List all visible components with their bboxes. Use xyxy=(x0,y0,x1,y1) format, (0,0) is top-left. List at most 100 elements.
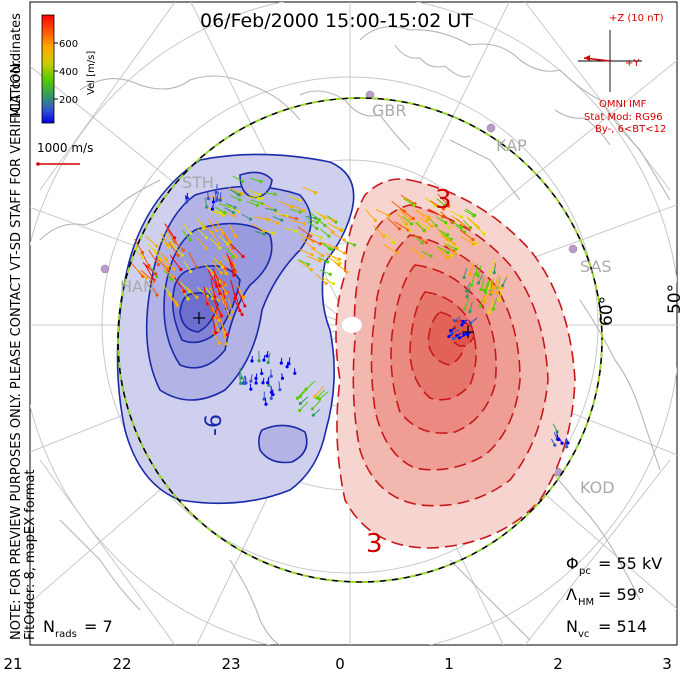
velocity-vector-origin xyxy=(202,226,206,230)
velocity-vector-origin xyxy=(250,359,254,363)
velocity-vector-origin xyxy=(386,214,390,218)
velocity-vector-origin xyxy=(186,297,190,301)
velocity-vector xyxy=(471,273,475,286)
velocity-vector-origin xyxy=(319,236,323,240)
velocity-vector-origin xyxy=(219,271,223,275)
velocity-vector xyxy=(171,238,184,251)
mlt-tick-label: 2 xyxy=(553,655,563,673)
velocity-vector-origin xyxy=(231,255,235,259)
velocity-vector xyxy=(185,286,198,298)
velocity-vector-origin xyxy=(261,381,265,385)
velocity-vector-origin xyxy=(482,297,486,301)
radar-label-kod: KOD xyxy=(580,478,615,497)
velocity-vector-origin xyxy=(320,254,325,258)
latitude-label-50: 50° xyxy=(665,284,680,314)
velocity-vector xyxy=(226,203,236,209)
velocity-vector-origin xyxy=(408,217,412,221)
colorbar-tick-400: 400 xyxy=(59,67,78,78)
velocity-vector-origin xyxy=(188,238,192,242)
velocity-vector xyxy=(499,286,503,300)
velocity-vector-origin xyxy=(298,401,303,406)
velocity-vector xyxy=(156,249,168,260)
velocity-vector-origin xyxy=(228,240,232,244)
svg-text:Φ: Φ xyxy=(566,554,579,573)
velocity-vector xyxy=(247,189,260,195)
velocity-vector xyxy=(133,247,143,258)
velocity-vector-origin xyxy=(218,198,222,202)
velocity-vector-origin xyxy=(221,213,225,217)
velocity-vector xyxy=(196,217,205,229)
velocity-vector xyxy=(210,278,216,297)
colorbar-title: Vel [m/s] xyxy=(86,51,97,95)
velocity-vector xyxy=(224,207,234,213)
velocity-vector-origin xyxy=(422,228,426,232)
velocity-vector xyxy=(474,225,485,235)
velocity-vector-origin xyxy=(452,242,456,246)
velocity-vector-origin xyxy=(243,304,247,308)
velocity-vector-origin xyxy=(262,358,266,362)
velocity-vector-origin xyxy=(303,222,307,226)
velocity-vector xyxy=(207,207,221,214)
velocity-vector xyxy=(414,235,423,244)
velocity-vector-origin xyxy=(462,275,466,280)
velocity-vector xyxy=(230,279,236,299)
reference-vector-dot xyxy=(36,162,40,166)
velocity-vector-origin xyxy=(233,270,238,274)
velocity-vector-origin xyxy=(182,289,186,294)
velocity-vector-origin xyxy=(424,241,429,245)
velocity-vector-origin xyxy=(471,242,476,246)
velocity-vector-origin xyxy=(409,229,413,233)
velocity-vector xyxy=(417,220,429,229)
velocity-vector-origin xyxy=(331,218,335,222)
stat-n-rads: N rads = 7 xyxy=(43,617,113,640)
velocity-vector-origin xyxy=(311,413,315,417)
velocity-vector-origin xyxy=(238,381,243,386)
velocity-vector-origin xyxy=(219,314,224,318)
velocity-vector xyxy=(298,248,313,256)
velocity-vector xyxy=(429,200,444,210)
velocity-vector-origin xyxy=(266,360,270,365)
velocity-vector xyxy=(281,214,297,220)
velocity-vector xyxy=(492,297,498,310)
velocity-vector xyxy=(264,216,278,224)
velocity-vector xyxy=(305,215,316,219)
velocity-vector xyxy=(306,236,321,245)
velocity-vector-origin xyxy=(315,226,319,231)
velocity-vector-origin xyxy=(224,342,228,346)
velocity-vector xyxy=(301,238,315,250)
velocity-vector-origin xyxy=(342,238,346,242)
velocity-vector xyxy=(322,277,334,285)
velocity-vector xyxy=(297,226,312,237)
velocity-vector-origin xyxy=(411,216,415,221)
velocity-vector-origin xyxy=(293,371,297,375)
velocity-vector xyxy=(436,216,447,224)
velocity-vector-origin xyxy=(304,387,308,391)
velocity-vector-origin xyxy=(228,316,232,320)
velocity-vector xyxy=(214,302,218,318)
velocity-vector xyxy=(441,233,452,240)
velocity-vector-origin xyxy=(257,359,261,363)
velocity-vector-origin xyxy=(492,271,496,275)
velocity-vector xyxy=(319,214,334,221)
velocity-vector-origin xyxy=(420,241,424,245)
contour-label-dawn-top: 3 xyxy=(435,185,452,215)
radar-label-gbr: GBR xyxy=(372,101,407,120)
velocity-vector xyxy=(483,279,490,291)
coordinates-label: MLT coordinates xyxy=(9,13,24,118)
velocity-vector xyxy=(229,189,239,196)
velocity-vector-origin xyxy=(491,307,495,311)
velocity-vector xyxy=(237,289,246,307)
heppner-maynard-boundary xyxy=(117,97,603,583)
velocity-vector-origin xyxy=(295,396,299,400)
velocity-vector xyxy=(493,274,499,289)
velocity-vector-origin xyxy=(478,304,482,308)
velocity-vector-origin xyxy=(224,271,228,276)
velocity-vector-origin xyxy=(497,298,502,302)
velocity-vector-origin xyxy=(298,408,302,413)
velocity-vector-origin xyxy=(449,328,453,333)
velocity-vector xyxy=(274,212,288,217)
velocity-vector-origin xyxy=(495,291,499,295)
imf-omni-label: OMNI IMF xyxy=(599,99,647,110)
velocity-vector xyxy=(299,234,314,243)
velocity-vector xyxy=(265,207,276,211)
